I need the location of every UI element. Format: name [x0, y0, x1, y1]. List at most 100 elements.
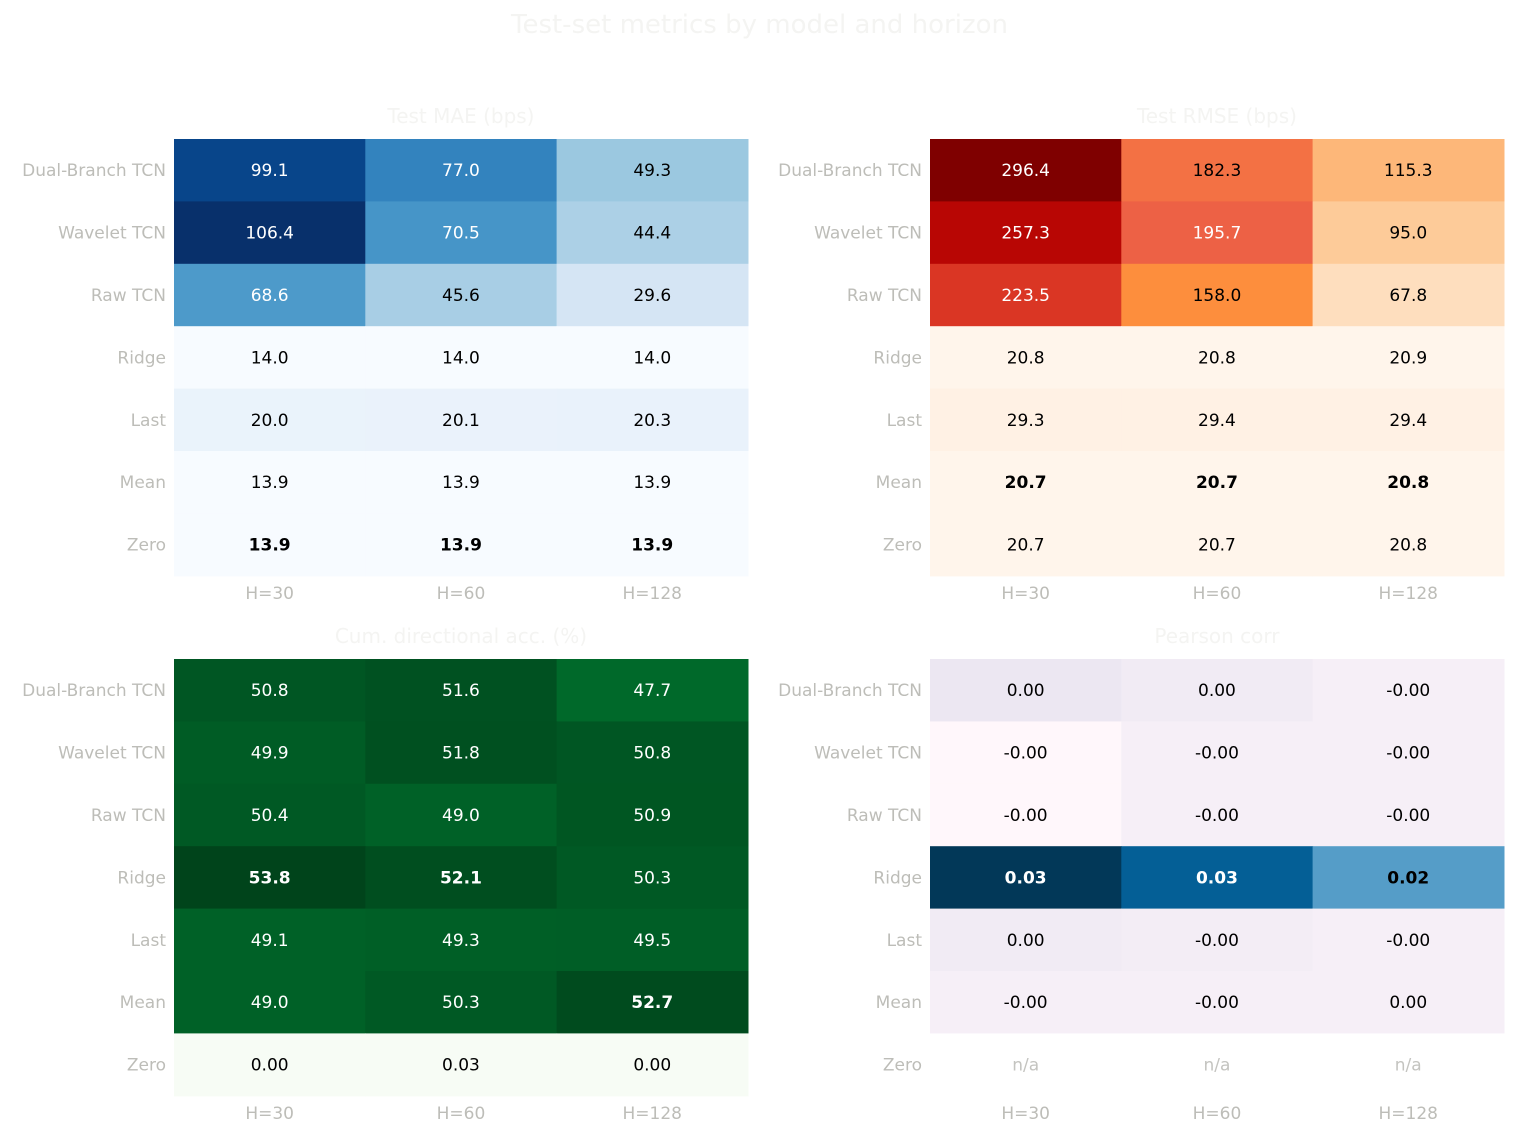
heatmap-cell — [1312, 783, 1505, 847]
row-tick-label: Zero — [883, 1056, 922, 1076]
heatmap-cell — [930, 971, 1122, 1034]
heatmap-cell — [930, 139, 1122, 202]
heatmap-cell — [930, 908, 1122, 972]
cell-value-label: 29.3 — [1007, 411, 1045, 431]
row-tick-label: Last — [131, 411, 167, 431]
cell-value-label: 50.3 — [633, 868, 671, 888]
heatmap-cell — [1121, 908, 1314, 972]
panel-title: Test MAE (bps) — [386, 104, 534, 128]
cell-value-label: 47.7 — [633, 681, 671, 701]
cell-value-label: n/a — [1395, 1056, 1422, 1076]
cell-value-label: 49.1 — [251, 931, 289, 951]
cell-value-label: 68.6 — [251, 286, 289, 306]
cell-value-label: -0.00 — [1195, 993, 1239, 1013]
cell-value-label: 115.3 — [1384, 161, 1433, 181]
heatmap-cell — [1312, 451, 1505, 514]
heatmap-cell — [174, 388, 366, 452]
cell-value-label: 0.00 — [251, 1056, 289, 1076]
column-tick-label: H=128 — [623, 1104, 682, 1124]
heatmap-cell — [174, 451, 366, 514]
cell-value-label: 95.0 — [1389, 224, 1427, 244]
row-tick-label: Raw TCN — [847, 806, 922, 826]
cell-value-label: -0.00 — [1386, 681, 1430, 701]
cell-value-label: 0.00 — [1007, 931, 1045, 951]
heatmap-cell — [1312, 1033, 1505, 1097]
cell-value-label: 13.9 — [633, 473, 671, 493]
cell-value-label: n/a — [1012, 1056, 1039, 1076]
heatmap-cell — [556, 513, 749, 577]
heatmap-cell — [930, 326, 1122, 390]
heatmap-cell — [365, 326, 558, 390]
cell-value-label: 13.9 — [442, 473, 480, 493]
heatmap-cell — [930, 783, 1122, 847]
cell-value-label: 67.8 — [1389, 286, 1427, 306]
cell-value-label: 49.9 — [251, 744, 289, 764]
cell-value-label: 14.0 — [442, 348, 480, 368]
cell-value-label: 223.5 — [1001, 286, 1050, 306]
cell-value-label: 158.0 — [1193, 286, 1242, 306]
row-tick-label: Ridge — [117, 348, 166, 368]
heatmap-cell — [1121, 139, 1314, 202]
heatmap-cell — [556, 721, 749, 785]
row-tick-label: Wavelet TCN — [814, 744, 922, 764]
heatmap-cell — [1121, 201, 1314, 265]
cell-value-label: 20.8 — [1387, 473, 1429, 493]
cell-value-label: 45.6 — [442, 286, 480, 306]
heatmap-cell — [174, 201, 366, 265]
cell-value-label: 13.9 — [249, 536, 291, 556]
heatmap-cell — [556, 1033, 749, 1097]
heatmap-cell — [174, 1033, 366, 1097]
cell-value-label: -0.00 — [1004, 806, 1048, 826]
heatmap-cell — [174, 783, 366, 847]
cell-value-label: -0.00 — [1386, 744, 1430, 764]
cell-value-label: 20.7 — [1198, 536, 1236, 556]
cell-value-label: 13.9 — [440, 536, 482, 556]
figure-title: Test-set metrics by model and horizon — [510, 10, 1008, 40]
heatmap-cell — [1312, 513, 1505, 577]
row-tick-label: Last — [131, 931, 167, 951]
heatmap-cell — [1121, 451, 1314, 514]
heatmap-cell — [556, 908, 749, 972]
cell-value-label: 29.4 — [1389, 411, 1427, 431]
column-tick-label: H=128 — [623, 584, 682, 604]
heatmap-cell — [930, 513, 1122, 577]
row-tick-label: Wavelet TCN — [814, 224, 922, 244]
heatmap-cell — [174, 326, 366, 390]
row-tick-label: Raw TCN — [91, 806, 166, 826]
cell-value-label: 20.8 — [1007, 348, 1045, 368]
heatmap-panel-1: Test MAE (bps) 99.1 77.0 49.3 106.4 70.5 44.4 6… — [22, 104, 749, 604]
panel-title: Pearson corr — [1154, 624, 1280, 648]
column-tick-label: H=30 — [1001, 1104, 1050, 1124]
heatmap-cell — [174, 513, 366, 577]
heatmap-cell — [1312, 908, 1505, 972]
cell-value-label: -0.00 — [1004, 993, 1048, 1013]
heatmap-cell — [1121, 971, 1314, 1034]
cell-value-label: 50.8 — [251, 681, 289, 701]
cell-value-label: 0.02 — [1387, 868, 1429, 888]
cell-value-label: 20.0 — [251, 411, 289, 431]
row-tick-label: Ridge — [117, 868, 166, 888]
row-tick-label: Dual-Branch TCN — [778, 681, 922, 701]
heatmap-cell — [930, 721, 1122, 785]
heatmap-cell — [174, 908, 366, 972]
heatmap-panel-2: Test RMSE (bps) 296.4 182.3 115.3 257.3 195.7… — [778, 104, 1505, 604]
row-tick-label: Last — [887, 411, 923, 431]
heatmap-cell — [930, 659, 1122, 722]
cell-value-label: 44.4 — [633, 224, 671, 244]
cell-value-label: 0.00 — [1198, 681, 1236, 701]
heatmap-cell — [365, 201, 558, 265]
heatmap-cell — [930, 263, 1122, 327]
heatmap-cell — [1121, 263, 1314, 327]
cell-value-label: 13.9 — [251, 473, 289, 493]
heatmap-cell — [1121, 721, 1314, 785]
cell-value-label: 29.6 — [633, 286, 671, 306]
heatmap-cell — [365, 783, 558, 847]
heatmap-cell — [174, 263, 366, 327]
cell-value-label: 296.4 — [1001, 161, 1050, 181]
row-tick-label: Zero — [127, 1056, 166, 1076]
cell-value-label: 49.3 — [442, 931, 480, 951]
column-tick-label: H=60 — [1193, 584, 1242, 604]
cell-value-label: 70.5 — [442, 224, 480, 244]
heatmap-panel-4: Pearson corr 0.00 0.00 -0.00 -0.00 -0.00 -0.00… — [778, 624, 1505, 1124]
